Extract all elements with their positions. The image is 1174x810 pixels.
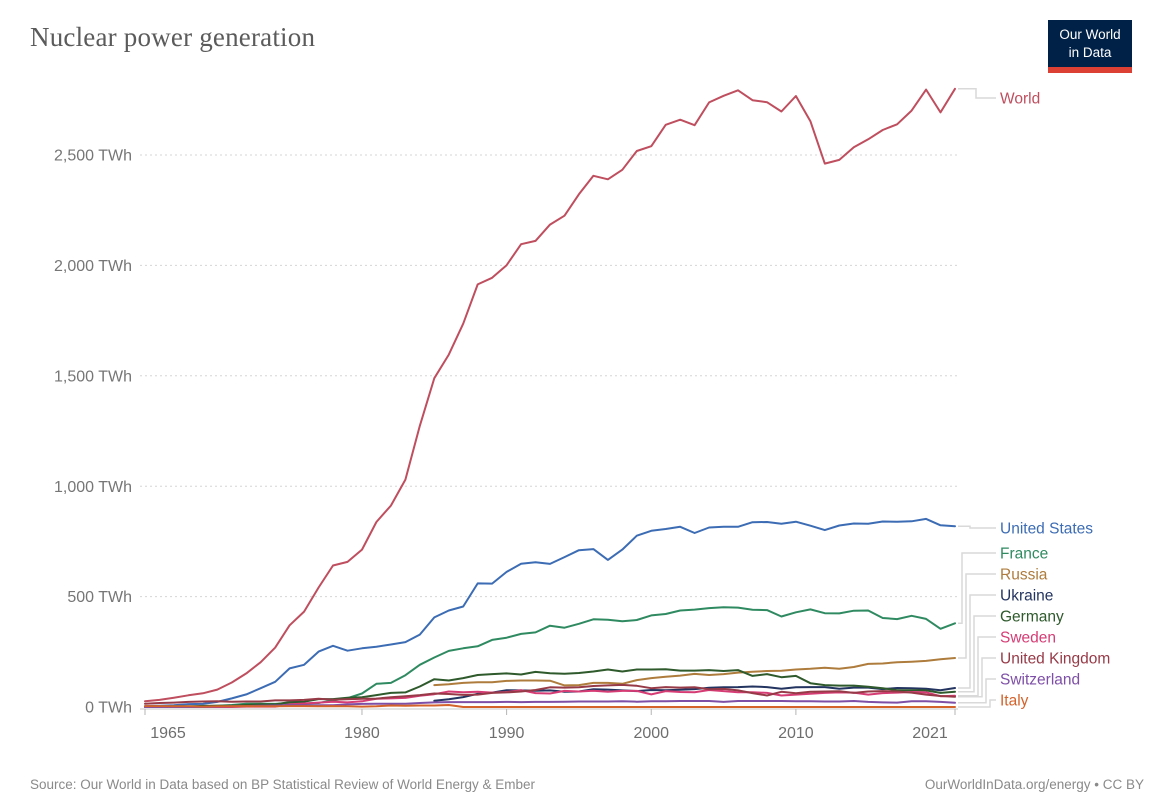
legend-connector-france	[958, 552, 996, 625]
page-title: Nuclear power generation	[30, 22, 316, 52]
series-line-germany[interactable]	[144, 668, 956, 708]
y-axis-label: 500 TWh	[67, 589, 132, 606]
legend-connector-sweden	[958, 636, 996, 697]
series-line-italy[interactable]	[144, 704, 956, 708]
legend-label-united-kingdom[interactable]: United Kingdom	[1000, 650, 1110, 667]
x-axis-label: 2000	[633, 725, 669, 742]
legend-label-germany[interactable]: Germany	[1000, 608, 1064, 625]
legend-connector-ukraine	[958, 594, 996, 689]
source-text: Source: Our World in Data based on BP St…	[30, 777, 535, 792]
legend-connector-germany	[958, 615, 996, 693]
legend-connector-switzerland	[958, 678, 996, 704]
chart-footer: Source: Our World in Data based on BP St…	[0, 765, 1174, 810]
x-axis-label: 1965	[150, 725, 186, 742]
chart-header: Nuclear power generation Our World in Da…	[0, 0, 1174, 74]
legend-label-sweden[interactable]: Sweden	[1000, 629, 1056, 646]
series-line-world[interactable]	[144, 87, 956, 703]
y-axis-label: 2,500 TWh	[54, 148, 132, 165]
legend-connector-russia	[958, 573, 996, 659]
legend-label-united-states[interactable]: United States	[1000, 520, 1093, 537]
series-line-united-kingdom[interactable]	[144, 683, 956, 705]
legend-label-world[interactable]: World	[1000, 90, 1040, 107]
series-line-united-states[interactable]	[144, 517, 956, 708]
legend-label-italy[interactable]: Italy	[1000, 692, 1029, 709]
credit-link[interactable]: OurWorldInData.org/energy • CC BY	[924, 777, 1144, 792]
legend-label-france[interactable]: France	[1000, 545, 1048, 562]
owid-logo[interactable]: Our World in Data	[1048, 20, 1132, 74]
legend-connector-world	[958, 88, 996, 99]
legend-connector-italy	[958, 699, 996, 708]
x-axis-label: 2021	[912, 725, 948, 742]
x-axis-label: 2010	[778, 725, 814, 742]
owid-logo-line2: in Data	[1068, 44, 1112, 60]
legend-label-switzerland[interactable]: Switzerland	[1000, 671, 1080, 688]
legend-connector-united-kingdom	[958, 657, 996, 698]
legend-label-ukraine[interactable]: Ukraine	[1000, 587, 1053, 604]
series-line-russia[interactable]	[433, 657, 956, 687]
legend-label-russia[interactable]: Russia	[1000, 566, 1048, 583]
y-axis-label: 2,000 TWh	[54, 258, 132, 275]
line-chart-plot[interactable]: 0 TWh 500 TWh 1,000 TWh 1,500 TWh 2,000 TWh 2…	[0, 68, 1174, 760]
x-axis-label: 1990	[489, 725, 525, 742]
owid-logo-line1: Our World	[1059, 27, 1121, 42]
x-axis-label: 1980	[344, 725, 380, 742]
legend-connector-united-states	[958, 525, 996, 529]
y-axis-label: 0 TWh	[85, 700, 132, 717]
y-axis-label: 1,500 TWh	[54, 368, 132, 385]
y-axis-label: 1,000 TWh	[54, 479, 132, 496]
